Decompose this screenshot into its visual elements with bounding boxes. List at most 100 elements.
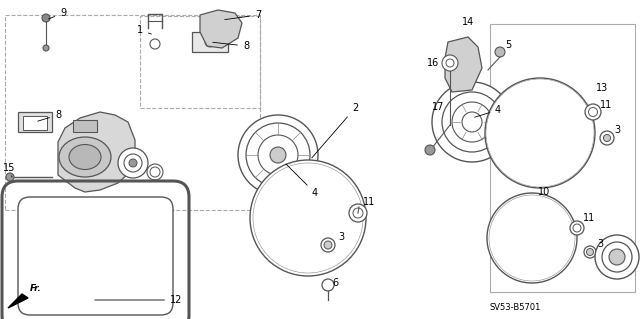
Polygon shape xyxy=(200,10,242,48)
Circle shape xyxy=(485,78,595,188)
Text: 8: 8 xyxy=(38,110,61,121)
Text: 16: 16 xyxy=(427,58,439,68)
Circle shape xyxy=(573,224,581,232)
Circle shape xyxy=(524,230,540,246)
Circle shape xyxy=(353,208,363,218)
Text: 4: 4 xyxy=(475,105,501,117)
Circle shape xyxy=(525,118,555,148)
Circle shape xyxy=(118,148,148,178)
Circle shape xyxy=(147,164,163,180)
Circle shape xyxy=(42,14,50,22)
Bar xyxy=(5,15,260,210)
Circle shape xyxy=(349,204,367,222)
Circle shape xyxy=(570,221,584,235)
Text: 12: 12 xyxy=(95,295,182,305)
Polygon shape xyxy=(445,37,482,92)
Text: 4: 4 xyxy=(286,164,318,198)
Circle shape xyxy=(267,177,349,259)
Circle shape xyxy=(43,45,49,51)
Text: 11: 11 xyxy=(600,100,612,110)
Circle shape xyxy=(258,135,298,175)
Text: 15: 15 xyxy=(3,163,15,177)
Text: SV53-B5701: SV53-B5701 xyxy=(490,303,541,313)
Circle shape xyxy=(322,279,334,291)
Circle shape xyxy=(425,145,435,155)
Ellipse shape xyxy=(59,137,111,177)
Circle shape xyxy=(246,123,310,187)
Circle shape xyxy=(498,204,566,272)
Text: 11: 11 xyxy=(583,213,595,223)
Bar xyxy=(73,120,97,132)
Circle shape xyxy=(487,193,577,283)
Polygon shape xyxy=(8,294,28,308)
FancyBboxPatch shape xyxy=(18,197,173,315)
Circle shape xyxy=(514,107,566,159)
Circle shape xyxy=(584,246,596,258)
Circle shape xyxy=(238,115,318,195)
Circle shape xyxy=(259,169,357,267)
Circle shape xyxy=(280,190,336,246)
Circle shape xyxy=(609,249,625,265)
Text: Fr.: Fr. xyxy=(30,284,42,293)
Circle shape xyxy=(503,96,577,170)
Circle shape xyxy=(604,135,611,142)
Circle shape xyxy=(6,173,14,181)
Bar xyxy=(140,16,260,108)
Polygon shape xyxy=(192,32,228,52)
Circle shape xyxy=(129,159,137,167)
Circle shape xyxy=(505,211,559,265)
Polygon shape xyxy=(18,112,52,132)
Circle shape xyxy=(489,195,575,281)
Polygon shape xyxy=(58,112,135,192)
Circle shape xyxy=(495,47,505,57)
Circle shape xyxy=(432,82,512,162)
Circle shape xyxy=(321,238,335,252)
Circle shape xyxy=(586,249,593,256)
Circle shape xyxy=(324,241,332,249)
Circle shape xyxy=(291,201,325,235)
Circle shape xyxy=(502,208,562,268)
Text: 11: 11 xyxy=(363,197,375,207)
Text: 1: 1 xyxy=(137,25,152,35)
Circle shape xyxy=(250,160,366,276)
Circle shape xyxy=(462,112,482,132)
Circle shape xyxy=(124,154,142,172)
Circle shape xyxy=(270,180,346,256)
Text: 3: 3 xyxy=(614,125,620,135)
Text: 6: 6 xyxy=(332,278,338,288)
Circle shape xyxy=(492,198,572,278)
Circle shape xyxy=(496,89,584,177)
Circle shape xyxy=(270,147,286,163)
Text: 3: 3 xyxy=(338,232,344,242)
Circle shape xyxy=(595,235,639,279)
Circle shape xyxy=(205,37,215,47)
Circle shape xyxy=(494,87,586,179)
Circle shape xyxy=(516,222,548,254)
Circle shape xyxy=(150,167,160,177)
Circle shape xyxy=(500,93,580,173)
Text: 14: 14 xyxy=(462,17,474,27)
Text: 10: 10 xyxy=(538,187,550,197)
Text: 9: 9 xyxy=(49,8,66,19)
Circle shape xyxy=(442,55,458,71)
Circle shape xyxy=(263,173,353,263)
Circle shape xyxy=(585,104,601,120)
Circle shape xyxy=(490,83,590,183)
Text: 3: 3 xyxy=(597,239,603,249)
Circle shape xyxy=(150,39,160,49)
Text: 2: 2 xyxy=(312,103,358,158)
Ellipse shape xyxy=(69,145,101,169)
Circle shape xyxy=(446,59,454,67)
Circle shape xyxy=(300,210,316,226)
Text: 7: 7 xyxy=(225,10,261,20)
Circle shape xyxy=(452,102,492,142)
Circle shape xyxy=(253,163,363,273)
Circle shape xyxy=(589,108,598,116)
Text: 17: 17 xyxy=(432,102,444,112)
Circle shape xyxy=(442,92,502,152)
Circle shape xyxy=(602,242,632,272)
Bar xyxy=(490,24,635,292)
Circle shape xyxy=(600,131,614,145)
Text: 8: 8 xyxy=(212,41,249,51)
Circle shape xyxy=(486,79,594,187)
